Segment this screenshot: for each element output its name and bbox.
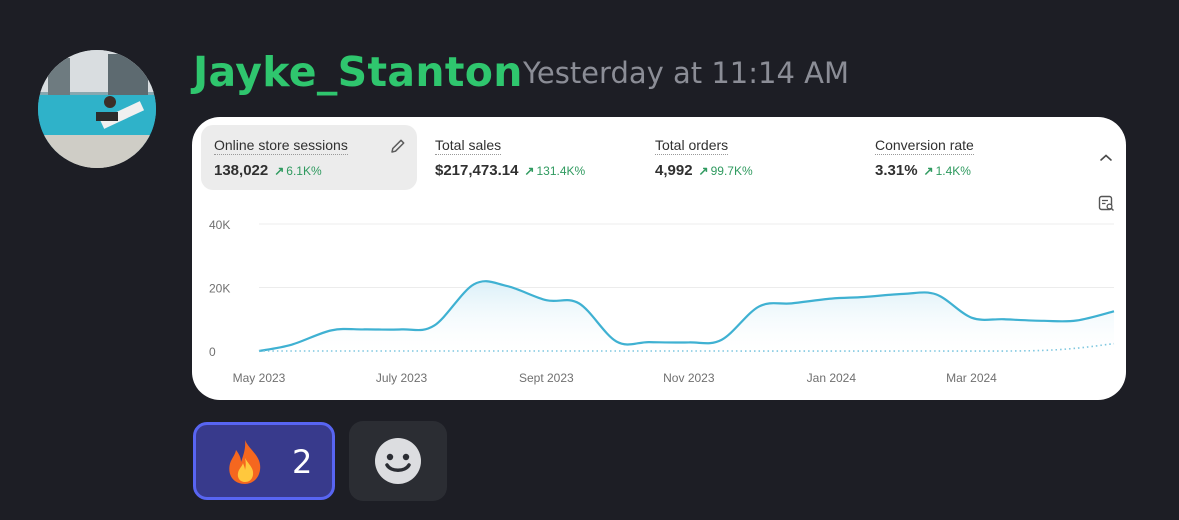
y-tick-label: 0 — [209, 345, 216, 359]
x-tick-label: July 2023 — [376, 371, 428, 385]
metric-total-sales[interactable]: Total sales $217,473.14 ↗ 131.4K% — [422, 125, 632, 190]
metric-label: Total orders — [655, 137, 729, 155]
arrow-up-right-icon: ↗ — [923, 164, 934, 178]
arrow-up-right-icon: ↗ — [274, 164, 285, 178]
chart-search-icon[interactable] — [1098, 195, 1115, 212]
metric-value: 138,022 — [214, 162, 269, 179]
fire-icon — [229, 440, 261, 484]
metric-change: ↗ 1.4K% — [923, 164, 971, 178]
metric-change: ↗ 6.1K% — [274, 164, 322, 178]
x-tick-label: Mar 2024 — [946, 371, 997, 385]
metric-label: Conversion rate — [875, 137, 974, 155]
x-tick-label: Jan 2024 — [807, 371, 857, 385]
x-tick-label: Nov 2023 — [663, 371, 715, 385]
sessions-chart: 40K 20K 0 May 2023 July 2023 Sept 2023 Nov 202… — [209, 218, 1115, 385]
analytics-screenshot: 40K 20K 0 May 2023 July 2023 Sept 2023 Nov 202… — [192, 117, 1126, 400]
metric-total-orders[interactable]: Total orders 4,992 ↗ 99.7K% — [642, 125, 852, 190]
metric-change: ↗ 131.4K% — [524, 164, 586, 178]
metric-value: 3.31% — [875, 162, 918, 179]
x-tick-label: Sept 2023 — [519, 371, 574, 385]
author-name[interactable]: Jayke_Stanton — [193, 48, 523, 96]
metric-conversion-rate[interactable]: Conversion rate 3.31% ↗ 1.4K% — [862, 125, 1072, 190]
reaction-count: 2 — [292, 443, 313, 481]
x-tick-label: May 2023 — [233, 371, 286, 385]
reaction-fire-button[interactable]: 2 — [193, 422, 335, 500]
arrow-up-right-icon: ↗ — [524, 164, 535, 178]
series-area — [259, 281, 1114, 351]
comparison-series-line — [259, 342, 1115, 352]
arrow-up-right-icon: ↗ — [698, 164, 709, 178]
y-tick-label: 20K — [209, 282, 230, 296]
y-tick-label: 40K — [209, 218, 230, 232]
sessions-series-line — [258, 280, 1115, 353]
add-reaction-button[interactable] — [349, 421, 447, 501]
metric-value: 4,992 — [655, 162, 693, 179]
metric-online-store-sessions[interactable]: Online store sessions 138,022 ↗ 6.1K% — [201, 125, 417, 190]
metric-label: Online store sessions — [214, 137, 348, 155]
pencil-icon[interactable] — [389, 137, 407, 155]
avatar[interactable] — [38, 50, 156, 168]
metric-value: $217,473.14 — [435, 162, 519, 179]
chevron-up-icon[interactable] — [1098, 152, 1114, 164]
smiley-icon — [375, 438, 421, 484]
avatar-photo — [38, 50, 156, 168]
message-timestamp: Yesterday at 11:14 AM — [523, 56, 850, 90]
metric-label: Total sales — [435, 137, 502, 155]
metric-change: ↗ 99.7K% — [698, 164, 753, 178]
